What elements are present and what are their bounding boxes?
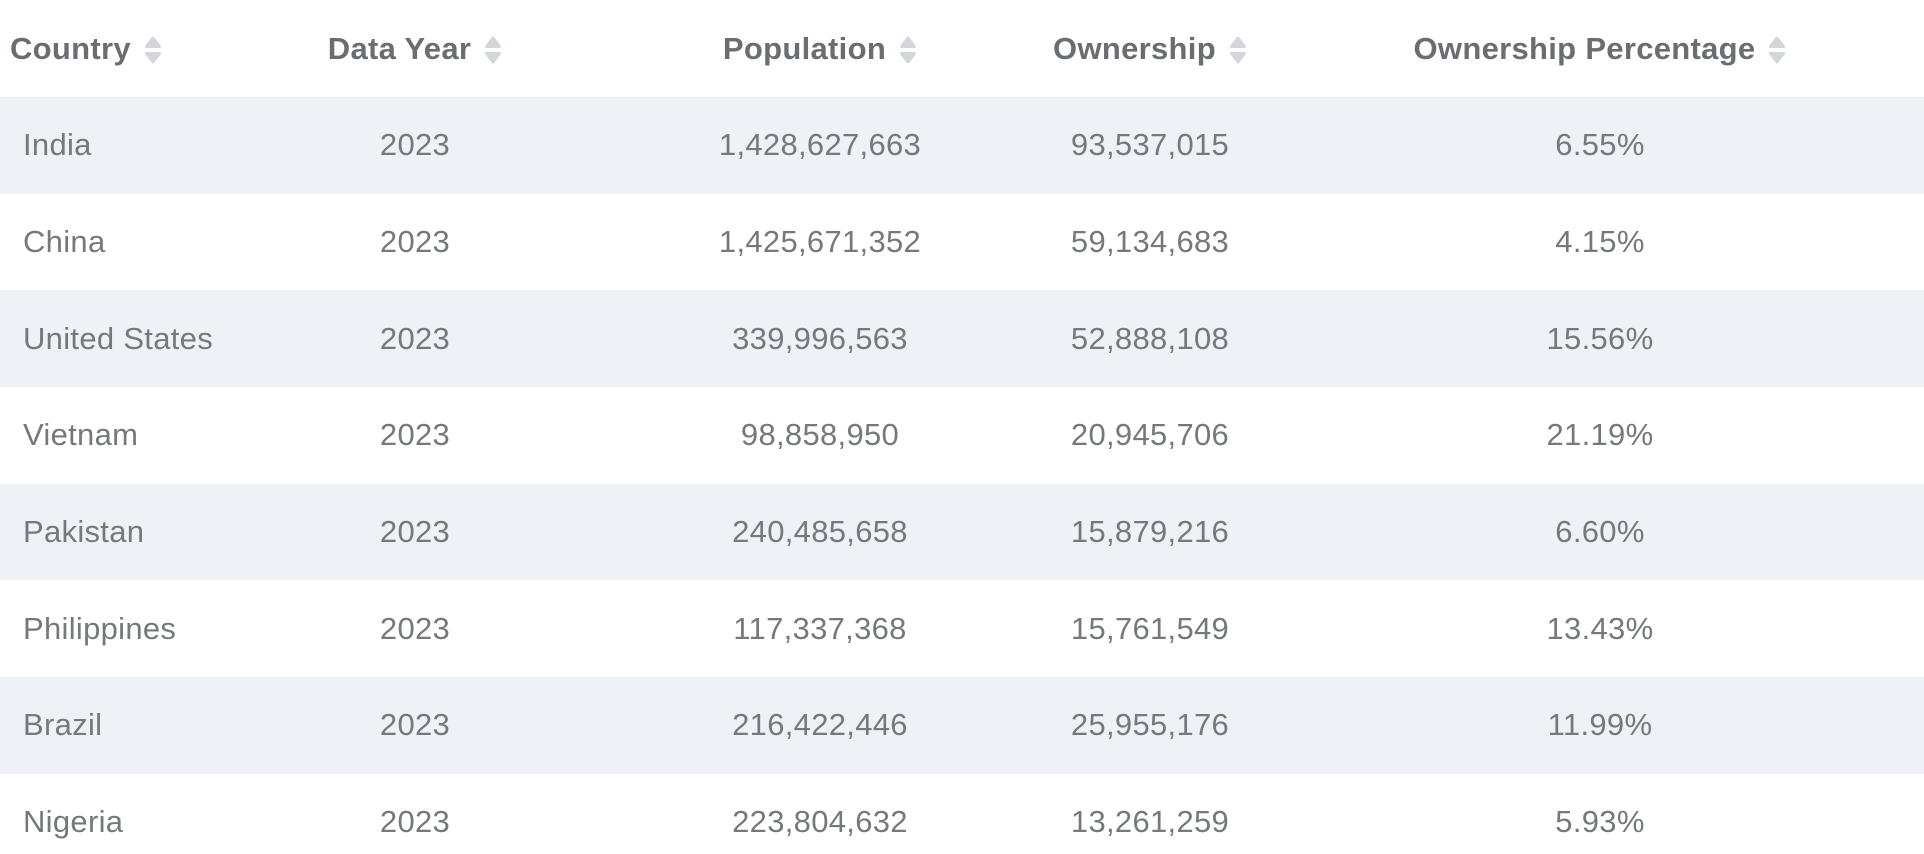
cell-ownership-percentage: 6.60% — [1555, 514, 1645, 550]
sort-updown-icon[interactable] — [1229, 35, 1247, 65]
cell-population: 223,804,632 — [732, 804, 908, 840]
table-row-pakistan: Pakistan 2023 240,485,658 15,879,216 6.6… — [0, 483, 1924, 581]
table-row-china: China 2023 1,425,671,352 59,134,683 4.15… — [0, 193, 1924, 291]
cell-population: 216,422,446 — [732, 707, 908, 743]
table-row-philippines: Philippines 2023 117,337,368 15,761,549 … — [0, 580, 1924, 678]
column-header-label: Ownership — [1053, 30, 1216, 66]
cell-country: Pakistan — [23, 514, 145, 550]
cell-data-year: 2023 — [379, 707, 451, 743]
column-header-ownership[interactable]: Ownership — [1024, 31, 1276, 67]
column-header-ownership-percentage[interactable]: Ownership Percentage — [1276, 31, 1924, 67]
cell-country: China — [23, 224, 106, 260]
cell-ownership-percentage: 13.43% — [1546, 610, 1654, 646]
cell-ownership: 20,945,706 — [1070, 417, 1230, 453]
cell-ownership-percentage: 6.55% — [1555, 127, 1645, 163]
table-row-india: India 2023 1,428,627,663 93,537,015 6.55… — [0, 97, 1924, 194]
column-header-label: Country — [10, 30, 131, 66]
cell-data-year: 2023 — [379, 610, 451, 646]
cell-ownership: 15,879,216 — [1070, 514, 1230, 550]
column-header-label: Population — [722, 30, 887, 66]
cell-data-year: 2023 — [379, 320, 451, 356]
sort-updown-icon[interactable] — [899, 35, 917, 65]
cell-ownership-percentage: 21.19% — [1546, 417, 1654, 453]
cell-ownership-percentage: 5.93% — [1555, 804, 1645, 840]
cell-population: 1,425,671,352 — [718, 224, 922, 260]
cell-ownership-percentage: 11.99% — [1547, 707, 1653, 743]
cell-population: 98,858,950 — [740, 417, 900, 453]
cell-data-year: 2023 — [379, 514, 451, 550]
cell-ownership-percentage: 4.15% — [1555, 224, 1645, 260]
table-row-brazil: Brazil 2023 216,422,446 25,955,176 11.99… — [0, 677, 1924, 774]
cell-country: Nigeria — [23, 804, 124, 840]
cell-ownership-percentage: 15.56% — [1546, 320, 1654, 356]
column-header-country[interactable]: Country — [0, 31, 214, 67]
column-header-data-year[interactable]: Data Year — [214, 31, 616, 67]
cell-population: 117,337,368 — [733, 610, 907, 646]
sort-updown-icon[interactable] — [144, 35, 162, 65]
cell-population: 1,428,627,663 — [718, 127, 922, 163]
cell-population: 240,485,658 — [732, 514, 908, 550]
cell-ownership: 93,537,015 — [1070, 127, 1230, 163]
cell-ownership: 52,888,108 — [1070, 320, 1230, 356]
sort-updown-icon[interactable] — [1768, 35, 1786, 65]
cell-data-year: 2023 — [379, 127, 451, 163]
table-row-nigeria: Nigeria 2023 223,804,632 13,261,259 5.93… — [0, 773, 1924, 854]
table-header-row: Country Data Year Population Ownership O… — [0, 0, 1924, 97]
cell-country: India — [23, 127, 92, 163]
cell-country: Philippines — [23, 610, 177, 646]
cell-population: 339,996,563 — [732, 320, 908, 356]
column-header-label: Data Year — [327, 30, 472, 66]
cell-ownership: 25,955,176 — [1070, 707, 1230, 743]
column-header-label: Ownership Percentage — [1413, 30, 1756, 66]
sort-updown-icon[interactable] — [484, 35, 502, 65]
table-row-vietnam: Vietnam 2023 98,858,950 20,945,706 21.19… — [0, 387, 1924, 484]
cell-ownership: 59,134,683 — [1070, 224, 1230, 260]
table-row-united-states: United States 2023 339,996,563 52,888,10… — [0, 290, 1924, 388]
cell-country: Vietnam — [23, 417, 139, 453]
cell-ownership: 15,761,549 — [1070, 610, 1230, 646]
cell-data-year: 2023 — [379, 417, 451, 453]
cell-data-year: 2023 — [379, 804, 451, 840]
cell-country: Brazil — [23, 707, 103, 743]
cell-data-year: 2023 — [379, 224, 451, 260]
column-header-population[interactable]: Population — [616, 31, 1024, 67]
cell-ownership: 13,261,259 — [1070, 804, 1230, 840]
cell-country: United States — [23, 320, 214, 356]
